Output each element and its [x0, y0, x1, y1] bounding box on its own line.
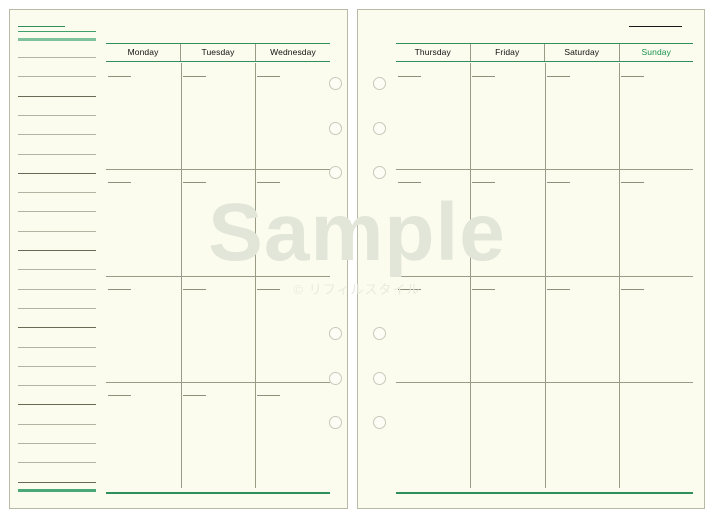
memo-title-rule-short: [18, 26, 65, 27]
memo-rule-line[interactable]: [18, 307, 96, 309]
memo-rule-line[interactable]: [18, 365, 96, 367]
ring-binder-hole: [373, 166, 386, 179]
memo-rule-line[interactable]: [18, 346, 96, 348]
date-write-in-tick[interactable]: [182, 182, 206, 184]
date-write-in-tick[interactable]: [108, 288, 131, 290]
day-header-wednesday[interactable]: Wednesday: [256, 44, 330, 61]
left-page-sheet: Monday Tuesday Wednesday: [9, 9, 348, 509]
day-header-wednesday-label: Wednesday: [270, 47, 316, 58]
date-write-in-tick[interactable]: [546, 182, 570, 184]
memo-rule-line[interactable]: [18, 153, 96, 155]
memo-rule-line[interactable]: [18, 134, 96, 136]
left-day-grid: Monday Tuesday Wednesday: [106, 43, 330, 494]
date-write-in-tick[interactable]: [620, 288, 644, 290]
right-grid-footer-rule: [396, 492, 693, 494]
date-write-in-tick[interactable]: [257, 394, 281, 396]
date-write-in-tick[interactable]: [182, 288, 206, 290]
ring-binder-hole: [329, 327, 342, 340]
memo-rule-line[interactable]: [18, 76, 96, 78]
right-grid-cells[interactable]: [396, 63, 693, 494]
day-header-sunday[interactable]: Sunday: [620, 44, 694, 61]
ring-binder-hole: [373, 77, 386, 90]
date-write-in-tick[interactable]: [398, 76, 421, 77]
date-write-in-tick[interactable]: [472, 76, 496, 77]
right-day-header-row: Thursday Friday Saturday Sunday: [396, 43, 693, 62]
grid-week-divider: [396, 169, 693, 171]
memo-title-rule-thin: [18, 31, 96, 32]
ring-binder-hole: [373, 122, 386, 135]
ring-binder-hole: [329, 122, 342, 135]
date-write-in-tick[interactable]: [182, 394, 206, 396]
ring-binder-hole: [329, 166, 342, 179]
memo-rule-line[interactable]: [18, 57, 96, 58]
grid-week-divider: [106, 275, 330, 277]
date-write-in-tick[interactable]: [472, 288, 496, 290]
day-header-friday[interactable]: Friday: [471, 44, 545, 61]
day-header-tuesday-label: Tuesday: [201, 47, 235, 58]
memo-rule-line[interactable]: [18, 404, 96, 406]
memo-rule-line[interactable]: [18, 385, 96, 387]
date-write-in-tick[interactable]: [257, 182, 281, 184]
date-write-in-tick[interactable]: [620, 76, 644, 77]
date-write-in-tick[interactable]: [108, 76, 131, 77]
memo-rule-line[interactable]: [18, 230, 96, 232]
grid-week-divider: [396, 275, 693, 277]
date-write-in-tick[interactable]: [257, 288, 281, 290]
left-grid-cells[interactable]: [106, 63, 330, 494]
grid-week-divider: [106, 381, 330, 383]
right-page-sheet: Thursday Friday Saturday Sunday: [357, 9, 705, 509]
month-write-in-line[interactable]: [629, 26, 682, 27]
memo-footer-rule: [18, 489, 96, 492]
ring-binder-hole: [373, 416, 386, 429]
date-write-in-tick[interactable]: [182, 76, 206, 77]
day-header-monday-label: Monday: [127, 47, 159, 58]
ring-binder-hole: [329, 77, 342, 90]
date-write-in-tick[interactable]: [108, 394, 131, 396]
date-write-in-tick[interactable]: [546, 288, 570, 290]
day-header-friday-label: Friday: [495, 47, 520, 58]
day-header-thursday-label: Thursday: [414, 47, 451, 58]
memo-rule-line[interactable]: [18, 95, 96, 97]
memo-rule-line[interactable]: [18, 327, 96, 329]
memo-rule-line[interactable]: [18, 269, 96, 271]
ring-binder-hole: [329, 372, 342, 385]
memo-rule-line[interactable]: [18, 114, 96, 116]
ring-binder-hole: [373, 372, 386, 385]
memo-rule-line[interactable]: [18, 288, 96, 290]
date-write-in-tick[interactable]: [108, 182, 131, 184]
left-day-header-row: Monday Tuesday Wednesday: [106, 43, 330, 62]
grid-week-divider: [106, 169, 330, 171]
memo-rule-line[interactable]: [18, 443, 96, 444]
memo-rule-line[interactable]: [18, 172, 96, 174]
day-header-tuesday[interactable]: Tuesday: [181, 44, 256, 61]
memo-rule-line[interactable]: [18, 481, 96, 483]
grid-week-divider: [396, 381, 693, 383]
ring-binder-hole: [373, 327, 386, 340]
left-grid-footer-rule: [106, 492, 330, 494]
memo-rule-line[interactable]: [18, 423, 96, 425]
date-write-in-tick[interactable]: [257, 76, 281, 77]
date-write-in-tick[interactable]: [398, 288, 421, 290]
date-write-in-tick[interactable]: [398, 182, 421, 184]
day-header-monday[interactable]: Monday: [106, 44, 181, 61]
memo-title-rule-thick: [18, 38, 96, 41]
day-header-saturday[interactable]: Saturday: [545, 44, 620, 61]
memo-rule-line[interactable]: [18, 250, 96, 251]
memo-rule-line[interactable]: [18, 192, 96, 194]
memo-rule-line[interactable]: [18, 211, 96, 213]
ring-binder-hole: [329, 416, 342, 429]
date-write-in-tick[interactable]: [472, 182, 496, 184]
memo-column[interactable]: [18, 26, 96, 494]
day-header-sunday-label: Sunday: [641, 47, 671, 58]
date-write-in-tick[interactable]: [546, 76, 570, 77]
right-day-grid: Thursday Friday Saturday Sunday: [396, 43, 693, 494]
memo-rule-line[interactable]: [18, 462, 96, 464]
day-header-thursday[interactable]: Thursday: [396, 44, 471, 61]
day-header-saturday-label: Saturday: [564, 47, 600, 58]
date-write-in-tick[interactable]: [620, 182, 644, 184]
